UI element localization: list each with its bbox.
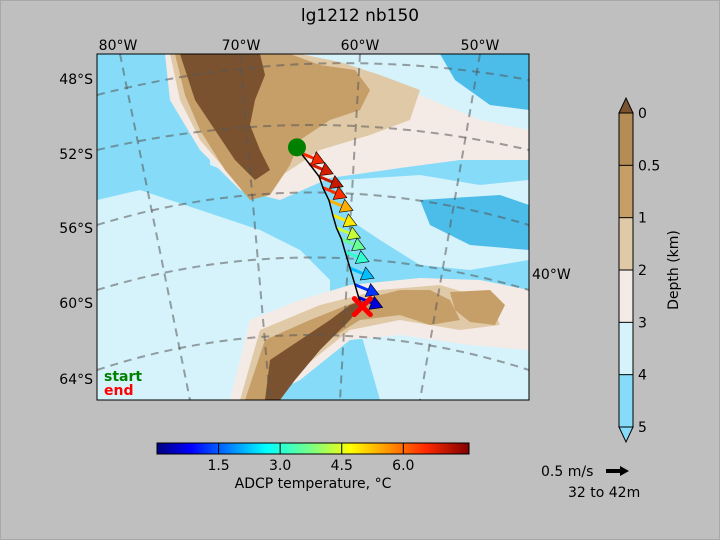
adcp-vector-head <box>332 185 348 200</box>
end-marker <box>351 296 373 318</box>
start-marker <box>287 138 306 157</box>
vector-key-speed: 0.5 m/s <box>541 464 593 480</box>
depth-colorbar-top-arrow <box>618 96 634 114</box>
depth-colorbar-band <box>619 217 633 271</box>
longitude-labels: 80°W 70°W 60°W 50°W <box>99 38 500 54</box>
adcp-vector-head <box>359 266 375 281</box>
latitude-labels: 48°S 52°S 56°S 60°S 64°S <box>59 72 93 388</box>
shelf-0.5-1km <box>450 290 505 325</box>
depth-colorbar-tick-label: 0.5 <box>638 158 660 174</box>
adcp-vector-head <box>354 250 370 264</box>
map-border <box>96 53 530 401</box>
depth-colorbar-label: Depth (km) <box>666 230 682 310</box>
land <box>180 54 270 180</box>
lat-tick-label: 52°S <box>59 147 93 163</box>
depth-colorbar-tick-label: 4 <box>638 368 647 384</box>
depth-colorbar-tick-label: 0 <box>638 106 647 122</box>
depth-colorbar-tick-label: 1 <box>638 211 647 227</box>
vector-key: 0.5 m/s 32 to 42m <box>541 464 640 501</box>
lat-tick-label: 60°S <box>59 296 93 312</box>
temp-colorbar-tick-label: 4.5 <box>331 458 353 474</box>
depth-colorbar-tick-label: 2 <box>638 263 647 279</box>
adcp-vector-head <box>319 162 334 177</box>
depth-colorbar: 0 0.5 1 2 3 4 5 Depth (km) <box>618 96 682 444</box>
depth-colorbar-band <box>619 322 633 376</box>
adcp-vector-head <box>342 213 358 228</box>
adcp-vector-shaft <box>335 226 350 235</box>
lon-tick-label: 70°W <box>222 38 261 54</box>
legend-end: end <box>104 383 133 399</box>
lat-tick-label: 64°S <box>59 372 93 388</box>
temp-colorbar-tick-label: 6.0 <box>392 458 414 474</box>
adcp-vector-shaft <box>344 250 359 259</box>
temperature-colorbar: 1.5 3.0 4.5 6.0 ADCP temperature, °C <box>156 442 470 492</box>
temperature-colorbar-gradient <box>156 442 470 455</box>
bathymetry-map <box>97 54 529 400</box>
adcp-vector-shaft <box>318 175 333 184</box>
right-lon-label: 40°W <box>532 267 571 283</box>
vector-key-arrow <box>606 466 629 476</box>
lon-tick-label: 60°W <box>341 38 380 54</box>
depth-colorbar-bottom-arrow <box>618 426 634 444</box>
adcp-vector-head <box>328 174 344 189</box>
adcp-vector-head <box>364 282 380 297</box>
adcp-vector-head <box>310 151 326 166</box>
adcp-vector-head <box>351 237 366 252</box>
legend-start: start <box>104 369 142 385</box>
adcp-vector-shaft <box>328 199 343 208</box>
ocean-deep-patch <box>420 195 529 250</box>
graticule <box>97 54 529 400</box>
land <box>265 300 365 400</box>
depth-colorbar-band <box>619 374 633 428</box>
temperature-colorbar-label: ADCP temperature, °C <box>235 476 392 492</box>
lat-tick-label: 48°S <box>59 72 93 88</box>
lon-tick-label: 80°W <box>99 38 138 54</box>
adcp-vector-shaft <box>340 237 355 246</box>
adcp-vector-head <box>338 198 354 213</box>
adcp-vector-shaft <box>322 186 337 195</box>
ocean-deep-patch <box>440 54 529 110</box>
lat-tick-label: 56°S <box>59 221 93 237</box>
adcp-vector-shaft <box>354 283 369 292</box>
adcp-vector-shaft <box>349 266 364 275</box>
lon-tick-label: 50°W <box>461 38 500 54</box>
chart-title: lg1212 nb150 <box>301 6 419 26</box>
temp-colorbar-tick-label: 1.5 <box>207 458 229 474</box>
temp-colorbar-tick-label: 3.0 <box>269 458 291 474</box>
adcp-vector-shaft <box>332 213 347 222</box>
depth-colorbar-band <box>619 270 633 323</box>
depth-colorbar-band <box>619 113 633 166</box>
depth-colorbar-band <box>619 165 633 219</box>
vector-key-depth-range: 32 to 42m <box>568 485 640 501</box>
ship-track <box>296 146 364 307</box>
adcp-vector-head <box>368 295 384 310</box>
adcp-vector-head <box>346 226 362 241</box>
adcp-vectors <box>296 146 384 310</box>
depth-colorbar-tick-label: 3 <box>638 315 647 331</box>
adcp-vector-shaft <box>308 162 323 171</box>
depth-colorbar-tick-label: 5 <box>638 420 647 436</box>
